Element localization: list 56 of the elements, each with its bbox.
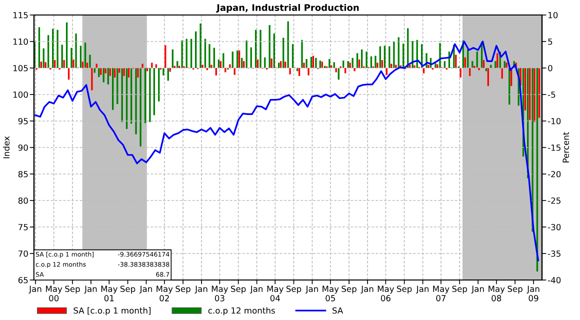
x-tick-label: Jan xyxy=(250,286,263,294)
chart-title: Japan, Industrial Production xyxy=(216,4,359,13)
x-tick-label: Sep xyxy=(342,286,356,294)
y-tick-label: 75 xyxy=(18,224,28,230)
y-tick-label: 85 xyxy=(18,170,28,178)
x-tick-label: May 07 xyxy=(433,286,450,302)
y-tick-label: 70 xyxy=(18,250,28,257)
x-tick-label: Sep xyxy=(231,286,246,294)
x-tick-label: Jan xyxy=(139,286,152,294)
y2-tick-label: -30 xyxy=(548,224,561,230)
y-tick-label: 115 xyxy=(13,12,28,18)
legend-label: c.o.p 12 months xyxy=(208,307,275,316)
x-tick-label: Sep xyxy=(65,286,80,294)
y-tick-label: 100 xyxy=(13,91,28,98)
x-tick-label: Sep xyxy=(176,286,190,294)
x-tick-label: May 01 xyxy=(101,286,118,302)
x-tick-label: Jan xyxy=(28,286,42,294)
legend-label: SA [c.o.p 1 month] xyxy=(74,307,151,316)
y2-tick-label: -10 xyxy=(548,118,561,124)
y2-axis-title: Percent xyxy=(562,132,570,162)
y2-tick-label: 10 xyxy=(548,12,558,18)
x-tick-label: May 03 xyxy=(212,286,228,302)
y2-tick-label: -20 xyxy=(548,170,561,178)
x-tick-label: Jan xyxy=(305,286,318,294)
x-tick-label: Sep xyxy=(397,286,412,294)
x-tick-label: Jan 09 xyxy=(526,286,540,302)
x-tick-label: May 02 xyxy=(156,286,173,302)
x-tick-label: Jan xyxy=(416,286,429,294)
x-tick-label: Sep xyxy=(508,286,522,294)
y-tick-label: 105 xyxy=(13,64,28,72)
x-tick-label: Sep xyxy=(120,286,136,294)
y-tick-label: 95 xyxy=(18,118,28,124)
x-tick-label: May 04 xyxy=(267,286,284,302)
y-tick-label: 80 xyxy=(18,197,28,204)
y-tick-label: 90 xyxy=(18,144,28,151)
x-tick-label: May 06 xyxy=(378,286,394,302)
x-tick-label: Jan xyxy=(84,286,97,294)
y2-tick-label: -40 xyxy=(548,276,561,284)
y2-tick-label: -25 xyxy=(548,197,560,204)
x-tick-label: May 00 xyxy=(46,286,62,302)
x-tick-label: May 05 xyxy=(322,286,339,302)
y2-tick-label: 5 xyxy=(548,38,552,45)
x-tick-label: May 08 xyxy=(488,286,505,302)
x-tick-label: Jan xyxy=(471,286,484,294)
y-axis-title: Index xyxy=(3,136,10,158)
y-tick-label: 65 xyxy=(18,276,28,284)
legend-label: SA xyxy=(332,307,344,314)
x-tick-label: Jan xyxy=(194,286,208,294)
y2-tick-label: -15 xyxy=(548,144,560,151)
x-tick-label: Sep xyxy=(452,286,467,294)
y2-tick-label: -5 xyxy=(548,92,556,98)
y2-tick-label: -35 xyxy=(548,250,560,257)
x-tick-label: Sep xyxy=(286,286,302,294)
y2-tick-label: 0 xyxy=(548,64,552,72)
x-tick-label: Jan xyxy=(360,286,374,294)
y-tick-label: 110 xyxy=(13,38,28,45)
